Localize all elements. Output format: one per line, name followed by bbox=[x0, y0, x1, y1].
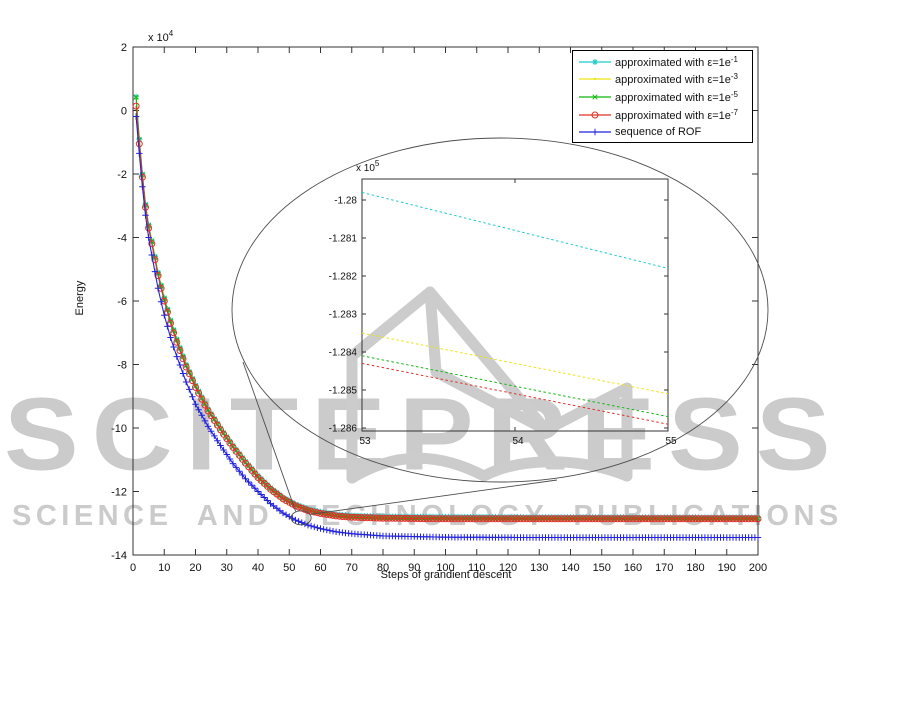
y-axis-scale-label: x 104 bbox=[148, 29, 174, 44]
legend-item-label: sequence of ROF bbox=[615, 126, 702, 139]
legend-item-label: approximated with ε=1e-1 bbox=[615, 54, 739, 69]
series-line bbox=[135, 97, 758, 520]
inset-box bbox=[361, 178, 669, 432]
x-tick-label: 150 bbox=[593, 562, 611, 574]
inset-x-tick-label: 54 bbox=[512, 436, 524, 447]
inset-series-line bbox=[361, 362, 669, 425]
inset-x-tick-label: 55 bbox=[665, 436, 677, 447]
y-tick-label: -6 bbox=[117, 296, 127, 308]
zoom-source-circle bbox=[290, 510, 312, 526]
y-tick-label: -2 bbox=[117, 169, 127, 181]
x-tick-label: 130 bbox=[530, 562, 548, 574]
x-tick-label: 200 bbox=[749, 562, 767, 574]
y-tick-label: -8 bbox=[117, 360, 127, 372]
inset-axes: -1.28 -1.281 -1.282 -1.283 -1.284 -1.285 -1.28… bbox=[329, 178, 677, 447]
y-tick-label: -12 bbox=[111, 487, 127, 499]
series-x bbox=[133, 94, 761, 522]
legend-marker-sample bbox=[579, 58, 611, 65]
inset-y-tick-label: -1.282 bbox=[329, 272, 358, 283]
x-tick-label: 90 bbox=[408, 562, 420, 574]
zoom-connector-line bbox=[242, 361, 297, 512]
legend: approximated with ε=1e-1 approximated wit… bbox=[572, 50, 753, 143]
x-tick-label: 10 bbox=[158, 562, 170, 574]
legend-marker-sample bbox=[579, 111, 611, 119]
zoom-ellipse bbox=[231, 137, 769, 483]
zoom-connector-line bbox=[310, 479, 558, 515]
x-tick-label: 110 bbox=[468, 562, 486, 574]
x-tick-label: 80 bbox=[377, 562, 389, 574]
x-tick-label: 50 bbox=[283, 562, 295, 574]
x-tick-label: 140 bbox=[561, 562, 579, 574]
x-tick-label: 190 bbox=[718, 562, 736, 574]
series-line bbox=[135, 106, 758, 520]
inset-y-tick-label: -1.281 bbox=[329, 234, 358, 245]
x-tick-label: 30 bbox=[221, 562, 233, 574]
series-markers bbox=[132, 113, 762, 541]
legend-item: approximated with ε=1e-7 bbox=[573, 106, 752, 124]
inset-series-line bbox=[361, 191, 669, 269]
x-tick-label: 180 bbox=[686, 562, 704, 574]
inset-scale-label: x 105 bbox=[356, 159, 380, 174]
axis-ticks: 0 10 20 30 40 50 60 70 80 90 100 110 120 130 140 150 160… bbox=[111, 42, 767, 574]
x-axis-label: Steps of grandient descent bbox=[380, 569, 512, 581]
x-tick-label: 20 bbox=[189, 562, 201, 574]
series-markers bbox=[133, 94, 761, 522]
y-tick-label: 2 bbox=[121, 42, 127, 54]
series-plus bbox=[132, 113, 762, 541]
y-tick-label: -14 bbox=[111, 550, 127, 562]
legend-marker-sample bbox=[579, 94, 611, 100]
series-markers bbox=[132, 102, 762, 523]
legend-marker-sample bbox=[579, 78, 611, 81]
legend-marker-sample bbox=[579, 128, 611, 136]
y-tick-label: -10 bbox=[111, 423, 127, 435]
series-line bbox=[135, 97, 758, 520]
x-tick-label: 60 bbox=[314, 562, 326, 574]
legend-item: approximated with ε=1e-3 bbox=[573, 71, 752, 89]
legend-item: sequence of ROF bbox=[573, 123, 752, 141]
inset-y-tick-label: -1.286 bbox=[329, 424, 358, 435]
legend-item: approximated with ε=1e-1 bbox=[573, 53, 752, 71]
x-tick-label: 40 bbox=[252, 562, 264, 574]
y-axis-label: Energy bbox=[74, 280, 86, 316]
series-line bbox=[135, 116, 758, 539]
x-tick-label: 120 bbox=[499, 562, 517, 574]
x-tick-label: 0 bbox=[130, 562, 136, 574]
inset-y-tick-label: -1.285 bbox=[329, 386, 358, 397]
legend-item-label: approximated with ε=1e-5 bbox=[615, 89, 739, 104]
watermark-scitepress: SCITEPRESS bbox=[4, 376, 844, 492]
legend-item: approximated with ε=1e-5 bbox=[573, 88, 752, 106]
inset-series-line bbox=[361, 355, 669, 418]
legend-item-label: approximated with ε=1e-7 bbox=[615, 107, 739, 122]
series-circle bbox=[132, 102, 762, 523]
inset-x-tick-label: 53 bbox=[359, 436, 371, 447]
zoom-annotation bbox=[231, 137, 769, 526]
inset-series-line bbox=[361, 332, 669, 395]
x-tick-label: 170 bbox=[655, 562, 673, 574]
x-tick-label: 70 bbox=[346, 562, 358, 574]
x-tick-label: 100 bbox=[436, 562, 454, 574]
x-tick-label: 160 bbox=[624, 562, 642, 574]
y-tick-label: 0 bbox=[121, 106, 127, 118]
inset-y-tick-label: -1.284 bbox=[329, 348, 358, 359]
series-layer bbox=[132, 93, 762, 541]
y-tick-label: -4 bbox=[117, 233, 127, 245]
inset-y-tick-label: -1.283 bbox=[329, 310, 358, 321]
legend-item-label: approximated with ε=1e-3 bbox=[615, 72, 739, 87]
inset-y-tick-label: -1.28 bbox=[334, 196, 357, 207]
